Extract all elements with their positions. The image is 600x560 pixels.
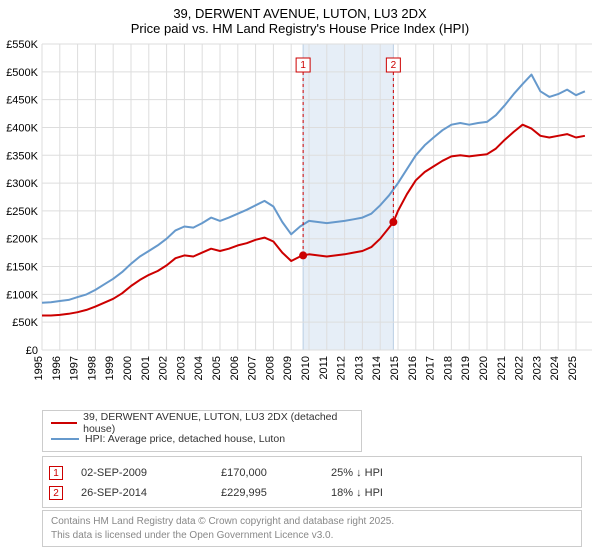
legend: 39, DERWENT AVENUE, LUTON, LU3 2DX (deta… bbox=[42, 410, 362, 452]
sale-delta-1: 25% ↓ HPI bbox=[331, 467, 471, 479]
svg-text:£250K: £250K bbox=[6, 206, 38, 218]
svg-text:£550K: £550K bbox=[6, 40, 38, 51]
sale-price-1: £170,000 bbox=[221, 467, 331, 479]
svg-text:2019: 2019 bbox=[460, 356, 472, 380]
svg-text:2008: 2008 bbox=[264, 356, 276, 380]
svg-text:2025: 2025 bbox=[567, 356, 579, 380]
svg-text:2020: 2020 bbox=[478, 356, 490, 380]
svg-text:£300K: £300K bbox=[6, 178, 38, 190]
svg-text:2004: 2004 bbox=[193, 356, 205, 380]
svg-text:1998: 1998 bbox=[86, 356, 98, 380]
svg-text:2012: 2012 bbox=[336, 356, 348, 380]
svg-text:£100K: £100K bbox=[6, 289, 38, 301]
svg-text:2016: 2016 bbox=[407, 356, 419, 380]
svg-text:2023: 2023 bbox=[531, 356, 543, 380]
svg-text:2015: 2015 bbox=[389, 356, 401, 380]
svg-text:2013: 2013 bbox=[353, 356, 365, 380]
svg-text:£350K: £350K bbox=[6, 150, 38, 162]
sale-delta-2: 18% ↓ HPI bbox=[331, 487, 471, 499]
footer-line2: This data is licensed under the Open Gov… bbox=[51, 529, 573, 543]
title-line2: Price paid vs. HM Land Registry's House … bbox=[0, 21, 600, 36]
legend-label-price-paid: 39, DERWENT AVENUE, LUTON, LU3 2DX (deta… bbox=[83, 411, 353, 435]
svg-text:2017: 2017 bbox=[425, 356, 437, 380]
svg-text:£200K: £200K bbox=[6, 234, 38, 246]
svg-text:2010: 2010 bbox=[300, 356, 312, 380]
svg-text:2006: 2006 bbox=[229, 356, 241, 380]
chart-svg: £0 £50K £100K £150K £200K £250K £300K £350K £400… bbox=[0, 40, 600, 400]
svg-text:2001: 2001 bbox=[140, 356, 152, 380]
legend-swatch-price-paid bbox=[51, 422, 77, 424]
svg-text:2018: 2018 bbox=[442, 356, 454, 380]
sale-row-2: 2 26-SEP-2014 £229,995 18% ↓ HPI bbox=[43, 483, 581, 503]
svg-text:£50K: £50K bbox=[12, 317, 38, 329]
sales-table: 1 02-SEP-2009 £170,000 25% ↓ HPI 2 26-SE… bbox=[42, 456, 582, 508]
chart-area: £0 £50K £100K £150K £200K £250K £300K £350K £400… bbox=[0, 40, 600, 400]
chart-title: 39, DERWENT AVENUE, LUTON, LU3 2DX Price… bbox=[0, 0, 600, 36]
footer-attribution: Contains HM Land Registry data © Crown c… bbox=[42, 510, 582, 547]
svg-text:2022: 2022 bbox=[514, 356, 526, 380]
svg-text:1: 1 bbox=[300, 60, 306, 71]
footer-line1: Contains HM Land Registry data © Crown c… bbox=[51, 515, 573, 529]
svg-text:2005: 2005 bbox=[211, 356, 223, 380]
svg-text:£500K: £500K bbox=[6, 67, 38, 79]
svg-text:2000: 2000 bbox=[122, 356, 134, 380]
legend-label-hpi: HPI: Average price, detached house, Luto… bbox=[85, 433, 285, 445]
svg-text:2002: 2002 bbox=[158, 356, 170, 380]
svg-text:2011: 2011 bbox=[318, 356, 330, 380]
svg-text:2009: 2009 bbox=[282, 356, 294, 380]
sale-marker-2: 2 bbox=[49, 486, 63, 500]
svg-text:1999: 1999 bbox=[104, 356, 116, 380]
svg-text:1996: 1996 bbox=[51, 356, 63, 380]
svg-text:2: 2 bbox=[391, 60, 397, 71]
sale-date-1: 02-SEP-2009 bbox=[81, 467, 221, 479]
svg-text:2021: 2021 bbox=[496, 356, 508, 380]
svg-text:£450K: £450K bbox=[6, 95, 38, 107]
svg-text:2024: 2024 bbox=[549, 356, 561, 380]
title-line1: 39, DERWENT AVENUE, LUTON, LU3 2DX bbox=[0, 6, 600, 21]
sale-price-2: £229,995 bbox=[221, 487, 331, 499]
sale-date-2: 26-SEP-2014 bbox=[81, 487, 221, 499]
svg-text:1995: 1995 bbox=[33, 356, 45, 380]
svg-text:2007: 2007 bbox=[247, 356, 259, 380]
sale-row-1: 1 02-SEP-2009 £170,000 25% ↓ HPI bbox=[43, 463, 581, 483]
svg-text:2014: 2014 bbox=[371, 356, 383, 380]
svg-text:1997: 1997 bbox=[69, 356, 81, 380]
svg-text:£400K: £400K bbox=[6, 122, 38, 134]
legend-row-price-paid: 39, DERWENT AVENUE, LUTON, LU3 2DX (deta… bbox=[51, 415, 353, 431]
legend-swatch-hpi bbox=[51, 438, 79, 440]
svg-text:£0: £0 bbox=[26, 345, 38, 357]
svg-text:2003: 2003 bbox=[175, 356, 187, 380]
sale-marker-1: 1 bbox=[49, 466, 63, 480]
svg-text:£150K: £150K bbox=[6, 262, 38, 274]
